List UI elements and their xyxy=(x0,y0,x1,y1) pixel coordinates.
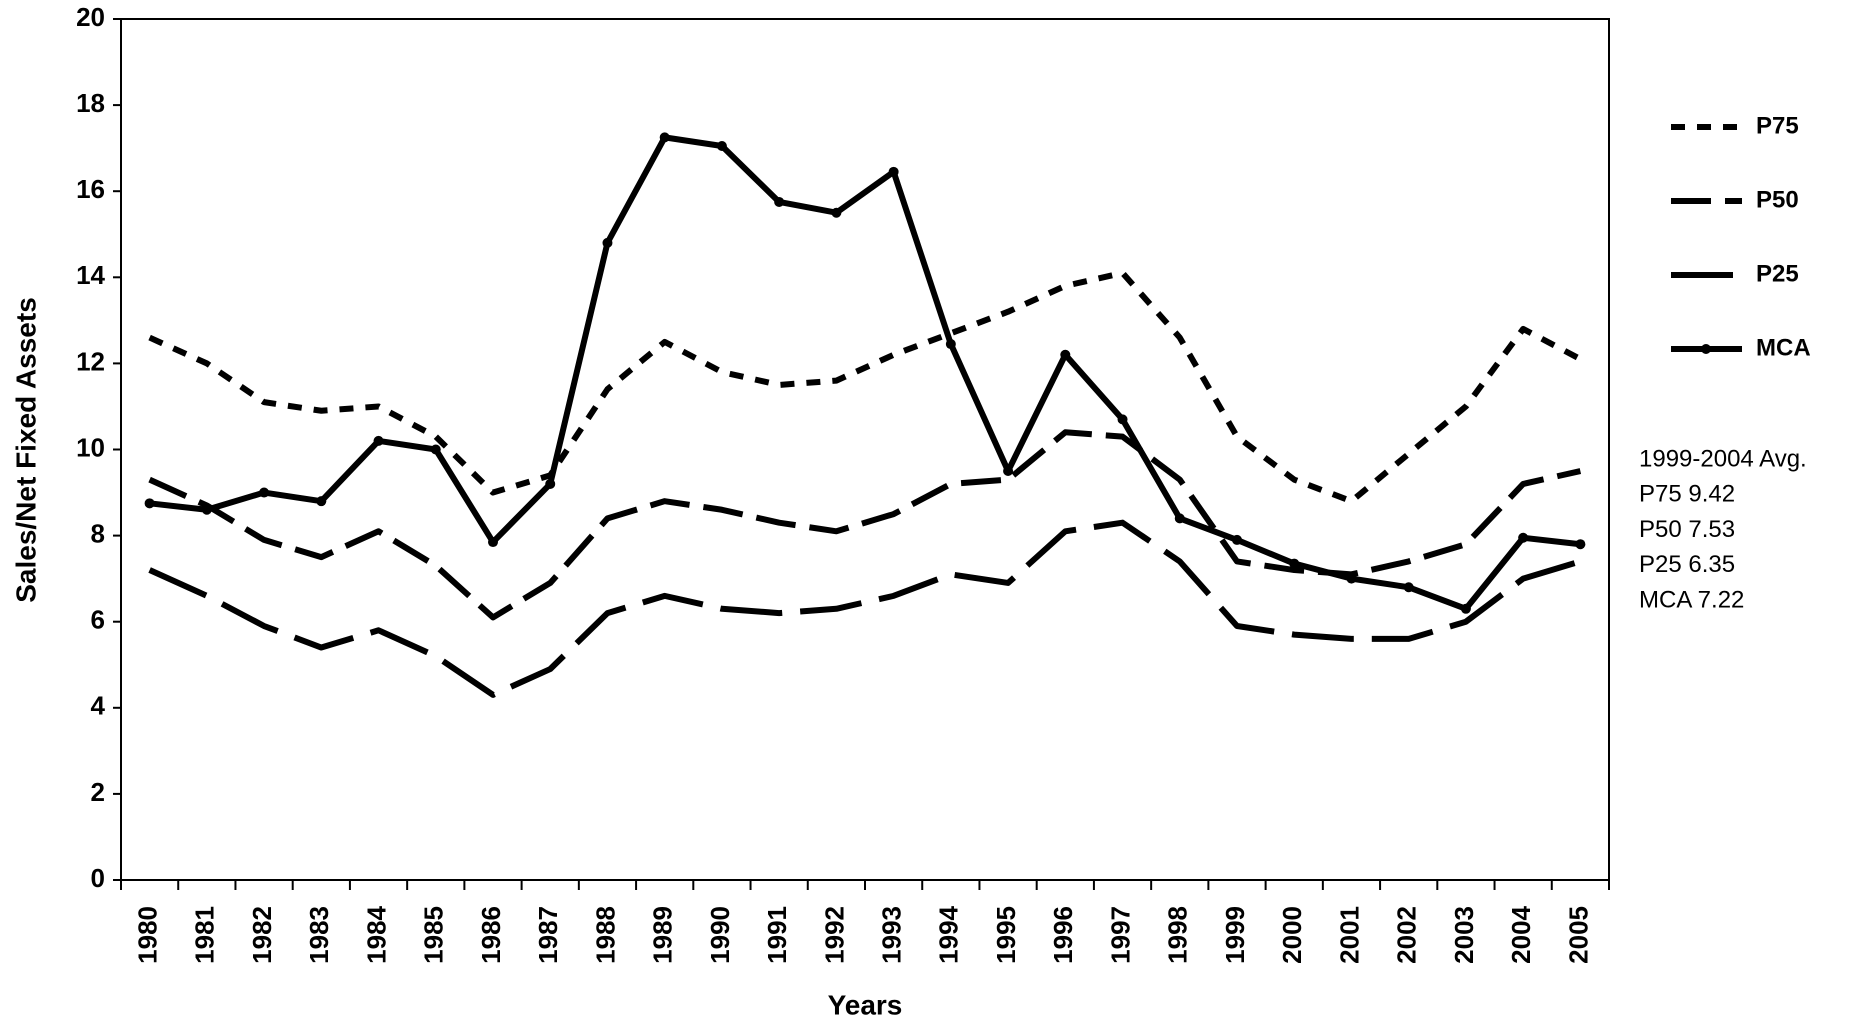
point xyxy=(831,207,842,218)
annotation: 1999-2004 Avg. xyxy=(1639,445,1807,472)
x-tick-label: 1991 xyxy=(762,906,792,964)
x-tick-label: 1994 xyxy=(934,905,964,963)
x-tick-label: 1993 xyxy=(876,906,906,964)
x-tick-label: 1986 xyxy=(476,906,506,964)
y-tick-label: 14 xyxy=(76,260,105,290)
y-tick-label: 6 xyxy=(91,605,105,635)
point xyxy=(373,435,384,446)
legend-marker xyxy=(1701,344,1711,354)
point xyxy=(259,487,270,498)
point xyxy=(1232,534,1242,545)
x-tick-label: 1983 xyxy=(304,906,334,964)
point xyxy=(488,537,498,548)
x-tick-label: 1982 xyxy=(247,906,277,964)
x-tick-label: 2002 xyxy=(1392,906,1422,964)
x-tick-label: 2003 xyxy=(1449,906,1479,964)
point xyxy=(1518,532,1529,543)
annotation: MCA 7.22 xyxy=(1639,587,1744,614)
x-tick-label: 2000 xyxy=(1277,906,1307,964)
annotation: P25 6.35 xyxy=(1639,551,1735,578)
point xyxy=(602,237,613,248)
x-tick-label: 1984 xyxy=(361,905,391,963)
y-axis-title: Sales/Net Fixed Assets xyxy=(10,297,41,603)
point xyxy=(1403,582,1414,593)
y-tick-label: 4 xyxy=(91,691,106,721)
point xyxy=(1460,603,1471,614)
series-line xyxy=(148,519,1582,698)
point xyxy=(316,496,327,507)
annotation: P75 9.42 xyxy=(1639,481,1735,508)
series-line xyxy=(148,269,1582,505)
legend-label: P75 xyxy=(1756,112,1799,139)
point xyxy=(1575,539,1586,550)
y-tick-label: 18 xyxy=(76,88,105,118)
point xyxy=(1346,573,1357,584)
point xyxy=(1060,349,1071,360)
point xyxy=(659,132,670,143)
x-tick-label: 1980 xyxy=(132,906,162,964)
x-tick-label: 2001 xyxy=(1334,906,1364,964)
x-tick-label: 1990 xyxy=(705,906,735,964)
point xyxy=(1289,558,1300,569)
plot-frame xyxy=(120,18,1610,881)
legend-label: MCA xyxy=(1756,334,1811,361)
point xyxy=(1174,513,1185,524)
y-tick-label: 20 xyxy=(76,2,105,32)
legend-label: P50 xyxy=(1756,186,1799,213)
point xyxy=(945,339,956,350)
legend-label: P25 xyxy=(1756,260,1799,287)
point xyxy=(888,166,899,177)
x-tick-label: 2004 xyxy=(1506,905,1536,963)
annotation: P50 7.53 xyxy=(1639,516,1735,543)
y-tick-label: 0 xyxy=(91,863,105,893)
point xyxy=(1003,466,1014,477)
y-tick-label: 2 xyxy=(91,777,105,807)
x-tick-label: 1999 xyxy=(1220,906,1250,964)
point xyxy=(201,504,212,515)
point xyxy=(774,196,785,207)
x-tick-label: 1997 xyxy=(1105,906,1135,964)
x-tick-label: 1987 xyxy=(533,906,563,964)
x-tick-label: 1988 xyxy=(590,906,620,964)
x-tick-label: 1995 xyxy=(991,906,1021,964)
point xyxy=(430,444,441,455)
x-axis-title: Years xyxy=(828,989,903,1020)
point xyxy=(144,498,155,509)
x-tick-label: 1981 xyxy=(190,906,220,964)
point xyxy=(1117,414,1128,425)
point xyxy=(545,478,556,489)
point xyxy=(716,140,727,151)
y-tick-label: 16 xyxy=(76,174,105,204)
x-tick-label: 1996 xyxy=(1048,906,1078,964)
y-tick-label: 12 xyxy=(76,346,105,376)
x-tick-label: 2005 xyxy=(1563,906,1593,964)
y-tick-label: 10 xyxy=(76,432,105,462)
x-tick-label: 1998 xyxy=(1163,906,1193,964)
y-tick-label: 8 xyxy=(91,518,105,548)
x-tick-label: 1989 xyxy=(648,906,678,964)
series-line xyxy=(149,134,1581,612)
x-tick-label: 1992 xyxy=(819,906,849,964)
x-tick-label: 1985 xyxy=(419,906,449,964)
